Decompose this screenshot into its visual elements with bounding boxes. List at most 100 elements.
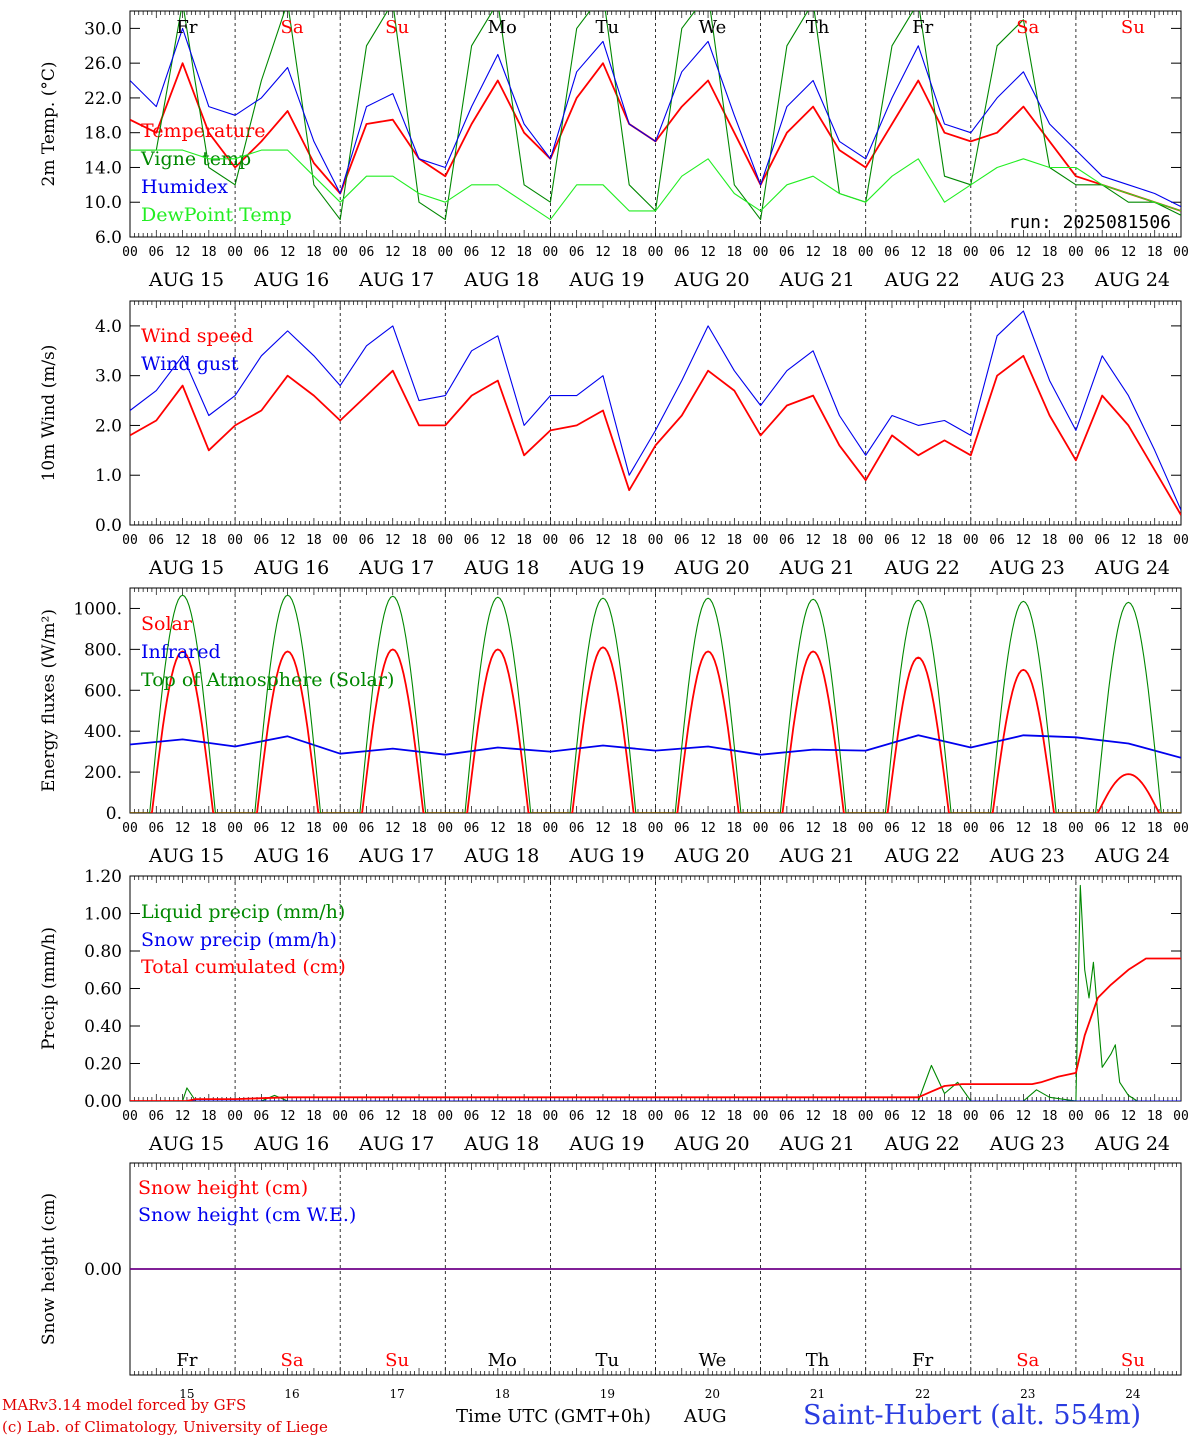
hour-tick-label: 12	[1016, 1109, 1032, 1124]
y-tick-label: 1.00	[84, 905, 122, 925]
hour-tick-label: 06	[464, 821, 480, 836]
hour-tick-label: 18	[1042, 821, 1058, 836]
day-label: AUG 18	[463, 557, 539, 579]
hour-tick-label: 00	[1068, 821, 1084, 836]
lab-credit: (c) Lab. of Climatology, University of L…	[2, 1418, 328, 1436]
hour-tick-label: 06	[989, 821, 1005, 836]
hour-tick-label: 12	[1121, 1109, 1137, 1124]
y-tick-label: 200.	[84, 763, 122, 783]
y-tick-label: 0.20	[84, 1055, 122, 1075]
x-axis-month: AUG	[684, 1406, 727, 1427]
hour-tick-label: 18	[1042, 245, 1058, 260]
hour-tick-label: 00	[437, 245, 453, 260]
day-label: AUG 23	[989, 1133, 1065, 1155]
hour-tick-label: 00	[1068, 533, 1084, 548]
hour-tick-label: 06	[1094, 821, 1110, 836]
y-tick-label: 10.0	[84, 193, 122, 213]
weekday-label-top: We	[699, 17, 727, 38]
hour-tick-label: 00	[227, 533, 243, 548]
hour-tick-label: 06	[569, 245, 585, 260]
hour-tick-label: 12	[175, 245, 191, 260]
hour-tick-label: 12	[595, 1109, 611, 1124]
hour-tick-label: 18	[621, 245, 637, 260]
y-axis-label-precip: Precip (mm/h)	[39, 927, 59, 1050]
hour-tick-label: 06	[884, 245, 900, 260]
hour-tick-label: 18	[726, 1109, 742, 1124]
hour-tick-label: 00	[753, 533, 769, 548]
station-name: Saint-Hubert (alt. 554m)	[803, 1400, 1142, 1431]
series-line-energy-2	[130, 594, 1181, 813]
y-tick-label: 6.0	[95, 228, 122, 248]
hour-tick-label: 18	[411, 1109, 427, 1124]
y-tick-label: 22.0	[84, 89, 122, 109]
series-line-temperature-2	[130, 27, 1181, 208]
hour-tick-label: 18	[621, 533, 637, 548]
hour-tick-label: 12	[385, 821, 401, 836]
y-tick-label: 0.60	[84, 980, 122, 1000]
hour-tick-label: 18	[201, 533, 217, 548]
hour-tick-label: 06	[779, 821, 795, 836]
hour-tick-label: 18	[621, 821, 637, 836]
hour-tick-label: 18	[516, 821, 532, 836]
hour-tick-label: 18	[832, 245, 848, 260]
hour-tick-label: 00	[227, 1109, 243, 1124]
hour-tick-label: 06	[359, 1109, 375, 1124]
y-tick-label: 18.0	[84, 124, 122, 144]
hour-tick-label: 18	[1147, 821, 1163, 836]
hour-tick-label: 12	[280, 821, 296, 836]
series-line-temperature-3	[130, 149, 1181, 221]
hour-tick-label: 06	[569, 1109, 585, 1124]
x-axis-title: Time UTC (GMT+0h)	[456, 1406, 651, 1427]
hour-tick-label: 18	[832, 821, 848, 836]
hour-tick-label: 18	[832, 533, 848, 548]
day-label: AUG 17	[358, 557, 434, 579]
hour-tick-label: 06	[884, 533, 900, 548]
hour-tick-label: 18	[621, 1109, 637, 1124]
weekday-label-bottom: Mo	[488, 1350, 517, 1371]
hour-tick-label: 06	[884, 821, 900, 836]
y-tick-label: 0.	[106, 804, 122, 824]
hour-tick-label: 06	[674, 1109, 690, 1124]
hour-tick-label: 12	[595, 821, 611, 836]
day-number-label: 15	[179, 1387, 194, 1401]
weekday-label-top: Su	[385, 17, 409, 38]
day-label: AUG 15	[148, 1133, 224, 1155]
hour-tick-label: 12	[175, 821, 191, 836]
hour-tick-label: 00	[437, 533, 453, 548]
legend-entry-temperature: Humidex	[141, 176, 228, 198]
hour-tick-label: 18	[937, 821, 953, 836]
hour-tick-label: 12	[280, 245, 296, 260]
run-label: run: 2025081506	[1008, 212, 1171, 233]
hour-tick-label: 12	[490, 1109, 506, 1124]
day-label: AUG 17	[358, 269, 434, 291]
hour-tick-label: 00	[963, 245, 979, 260]
hour-tick-label: 18	[306, 533, 322, 548]
day-label: AUG 15	[148, 269, 224, 291]
series-line-precip-2	[130, 957, 1181, 1101]
y-axis-label-temperature: 2m Temp. (°C)	[39, 61, 59, 186]
hour-tick-label: 12	[805, 245, 821, 260]
hour-tick-label: 12	[910, 245, 926, 260]
hour-tick-label: 00	[332, 821, 348, 836]
day-label: AUG 16	[253, 845, 329, 867]
hour-tick-label: 06	[148, 1109, 164, 1124]
hour-tick-label: 18	[516, 533, 532, 548]
day-label: AUG 20	[673, 557, 749, 579]
weekday-label-top: Su	[1121, 17, 1145, 38]
hour-tick-label: 00	[1173, 533, 1189, 548]
hour-tick-label: 18	[832, 1109, 848, 1124]
hour-tick-label: 00	[543, 821, 559, 836]
hour-tick-label: 06	[674, 533, 690, 548]
hour-tick-label: 12	[385, 533, 401, 548]
legend-entry-snow: Snow height (cm W.E.)	[138, 1204, 356, 1226]
hour-tick-label: 06	[464, 245, 480, 260]
day-number-label: 20	[705, 1387, 720, 1401]
hour-tick-label: 06	[359, 821, 375, 836]
hour-tick-label: 12	[700, 821, 716, 836]
weekday-label-bottom: Sa	[1016, 1350, 1039, 1371]
day-label: AUG 23	[989, 845, 1065, 867]
hour-tick-label: 18	[1147, 533, 1163, 548]
day-label: AUG 16	[253, 1133, 329, 1155]
hour-tick-label: 00	[543, 1109, 559, 1124]
hour-tick-label: 00	[753, 245, 769, 260]
